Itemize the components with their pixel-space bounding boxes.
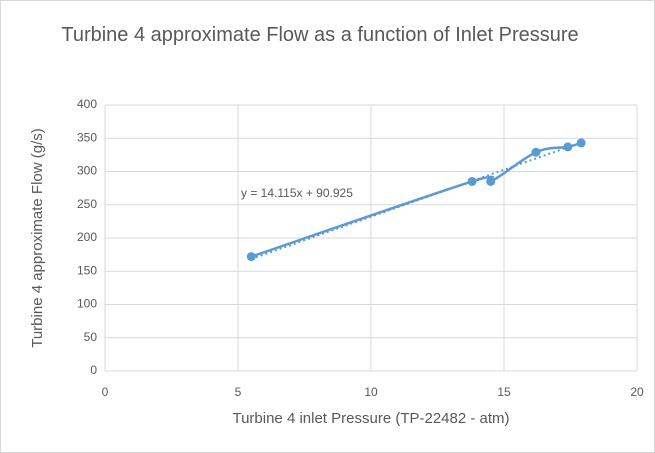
data-point <box>576 138 586 148</box>
x-axis-label: Turbine 4 inlet Pressure (TP-22482 - atm… <box>232 410 509 427</box>
data-point <box>467 176 477 186</box>
data-point <box>531 147 541 157</box>
y-axis-label: Turbine 4 approximate Flow (g/s) <box>29 128 46 348</box>
y-tick-label: 300 <box>77 164 97 178</box>
y-tick-label: 50 <box>84 330 98 344</box>
data-point <box>563 142 573 152</box>
trendline <box>250 141 582 260</box>
x-tick-label: 20 <box>630 385 644 399</box>
y-tick-label: 250 <box>77 197 97 211</box>
x-tick-label: 0 <box>102 385 109 399</box>
chart-title: Turbine 4 approximate Flow as a function… <box>61 24 579 46</box>
y-tick-label: 100 <box>77 297 97 311</box>
y-tick-label: 400 <box>77 97 97 111</box>
x-tick-label: 10 <box>364 385 378 399</box>
x-tick-label: 15 <box>497 385 511 399</box>
y-tick-label: 0 <box>90 363 97 377</box>
x-tick-label: 5 <box>235 385 242 399</box>
data-point <box>246 252 256 262</box>
trendline-label: y = 14.115x + 90.925 <box>241 186 353 200</box>
y-tick-label: 350 <box>77 130 97 144</box>
y-tick-label: 150 <box>77 263 97 277</box>
y-tick-label: 200 <box>77 230 97 244</box>
data-point <box>486 176 496 186</box>
